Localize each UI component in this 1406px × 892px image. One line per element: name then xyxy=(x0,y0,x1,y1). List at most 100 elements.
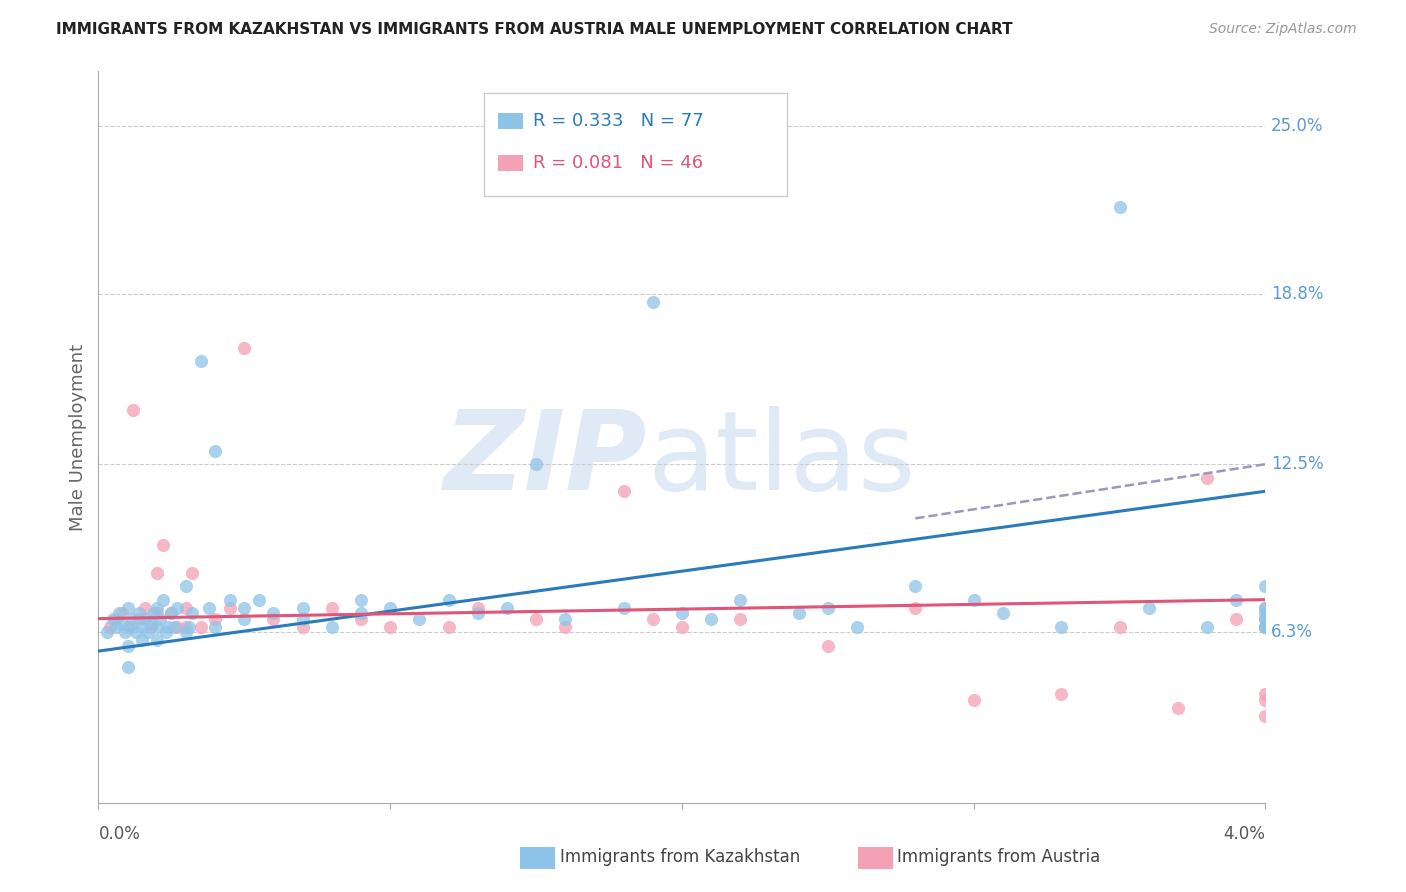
Point xyxy=(1254,688,1277,702)
Point xyxy=(291,620,314,634)
Point xyxy=(180,566,202,580)
Point xyxy=(1195,620,1218,634)
Point xyxy=(174,620,197,634)
Point xyxy=(1108,200,1130,214)
Point xyxy=(1195,471,1218,485)
Point xyxy=(233,600,256,615)
Point xyxy=(218,592,240,607)
Point xyxy=(134,600,156,615)
Point xyxy=(122,403,145,417)
Point xyxy=(1254,606,1277,620)
Point xyxy=(612,600,634,615)
Point xyxy=(160,606,183,620)
Point xyxy=(524,611,547,625)
Point xyxy=(350,592,373,607)
Point xyxy=(1225,592,1247,607)
Text: R = 0.081   N = 46: R = 0.081 N = 46 xyxy=(533,153,703,172)
Text: 18.8%: 18.8% xyxy=(1271,285,1323,302)
Point xyxy=(163,620,186,634)
Point xyxy=(671,606,693,620)
Point xyxy=(111,617,134,632)
Point xyxy=(1254,579,1277,593)
Point xyxy=(174,600,197,615)
Point xyxy=(146,600,169,615)
Y-axis label: Male Unemployment: Male Unemployment xyxy=(69,343,87,531)
Point xyxy=(1137,600,1160,615)
Point xyxy=(117,620,139,634)
Point xyxy=(845,620,868,634)
Point xyxy=(817,600,839,615)
Text: Immigrants from Austria: Immigrants from Austria xyxy=(897,848,1101,866)
Point xyxy=(120,620,142,634)
Point xyxy=(174,625,197,640)
Point xyxy=(101,611,124,625)
Point xyxy=(146,566,169,580)
Point xyxy=(114,625,136,640)
Point xyxy=(131,620,153,634)
Point xyxy=(117,600,139,615)
Point xyxy=(437,620,460,634)
Point xyxy=(108,606,131,620)
Point xyxy=(128,611,150,625)
Point xyxy=(1050,688,1073,702)
Point xyxy=(149,611,172,625)
Point xyxy=(612,484,634,499)
Point xyxy=(117,639,139,653)
Point xyxy=(378,600,402,615)
Point xyxy=(177,620,200,634)
Point xyxy=(146,606,169,620)
Point xyxy=(152,538,174,552)
Point xyxy=(146,620,169,634)
Point xyxy=(104,620,127,634)
Point xyxy=(437,592,460,607)
Text: 25.0%: 25.0% xyxy=(1271,117,1323,135)
Point xyxy=(1225,611,1247,625)
Point xyxy=(962,592,984,607)
Point xyxy=(190,354,212,368)
Point xyxy=(904,600,927,615)
Point xyxy=(139,620,162,634)
Point xyxy=(350,606,373,620)
Point xyxy=(98,620,121,634)
Point xyxy=(1167,701,1189,715)
Point xyxy=(233,611,256,625)
Point xyxy=(641,611,664,625)
Point xyxy=(146,633,169,648)
Text: 12.5%: 12.5% xyxy=(1271,455,1324,473)
Point xyxy=(728,611,751,625)
Point xyxy=(125,625,148,640)
Point xyxy=(262,611,284,625)
Point xyxy=(262,606,284,620)
Point xyxy=(1254,600,1277,615)
Point xyxy=(1254,611,1277,625)
Point xyxy=(166,600,188,615)
Point xyxy=(111,606,134,620)
Point xyxy=(991,606,1014,620)
Text: R = 0.333   N = 77: R = 0.333 N = 77 xyxy=(533,112,703,130)
Point xyxy=(136,625,159,640)
Point xyxy=(166,620,188,634)
Point xyxy=(1108,620,1130,634)
Point xyxy=(96,625,118,640)
Point xyxy=(728,592,751,607)
Point xyxy=(641,294,664,309)
Text: 0.0%: 0.0% xyxy=(98,825,141,843)
Point xyxy=(817,639,839,653)
Text: Source: ZipAtlas.com: Source: ZipAtlas.com xyxy=(1209,22,1357,37)
Point xyxy=(104,611,127,625)
Point xyxy=(180,606,202,620)
Point xyxy=(247,592,270,607)
Point xyxy=(204,620,226,634)
Point xyxy=(117,660,139,674)
Point xyxy=(1254,600,1277,615)
Point xyxy=(131,633,153,648)
Text: 6.3%: 6.3% xyxy=(1271,624,1313,641)
Text: atlas: atlas xyxy=(647,406,915,513)
Point xyxy=(700,611,723,625)
Point xyxy=(321,620,343,634)
Text: 4.0%: 4.0% xyxy=(1223,825,1265,843)
Point xyxy=(198,600,221,615)
Point xyxy=(1254,611,1277,625)
Text: ZIP: ZIP xyxy=(443,406,647,513)
Point xyxy=(408,611,430,625)
